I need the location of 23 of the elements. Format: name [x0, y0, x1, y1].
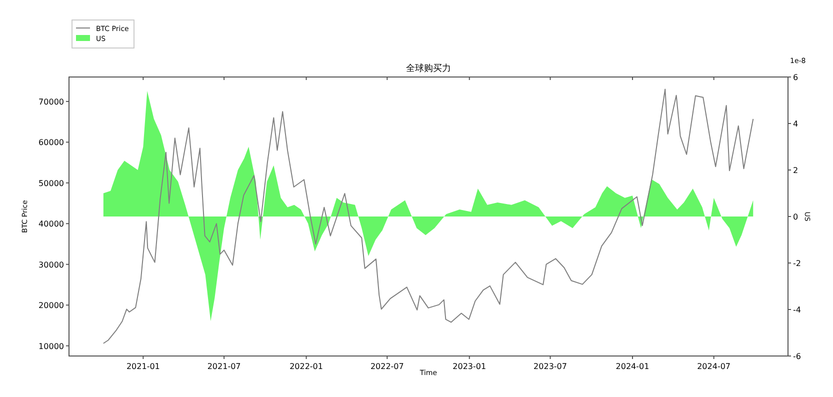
x-tick-label: 2024-01: [616, 362, 650, 371]
y2-tick-label: -6: [793, 352, 801, 361]
y2-tick-label: 4: [793, 120, 798, 128]
y-tick-label: 10000: [38, 342, 64, 351]
y2-tick-label: 0: [793, 212, 798, 222]
y2-tick-label: 2: [793, 166, 798, 175]
y-tick-label: 60000: [38, 138, 64, 148]
y2-tick-label: -4: [793, 306, 801, 314]
x-tick-label: 2022-07: [370, 362, 404, 371]
x-tick-label: 2021-07: [207, 362, 241, 371]
y2-tick-label: -2: [793, 259, 801, 268]
chart-title: 全球购买力: [406, 63, 451, 74]
x-tick-label: 2024-07: [697, 362, 731, 371]
x-tick-label: 2022-01: [290, 362, 323, 371]
y-tick-label: 70000: [38, 97, 64, 106]
x-tick-label: 2023-01: [452, 362, 486, 371]
y-tick-label: 30000: [38, 260, 64, 270]
x-tick-label: 2021-01: [126, 362, 160, 371]
y-tick-label: 20000: [38, 301, 64, 310]
y2-tick-label: 6: [793, 73, 798, 82]
y-tick-label: 50000: [38, 178, 64, 188]
y-tick-label: 40000: [38, 220, 64, 229]
x-tick-label: 2023-07: [534, 362, 567, 371]
